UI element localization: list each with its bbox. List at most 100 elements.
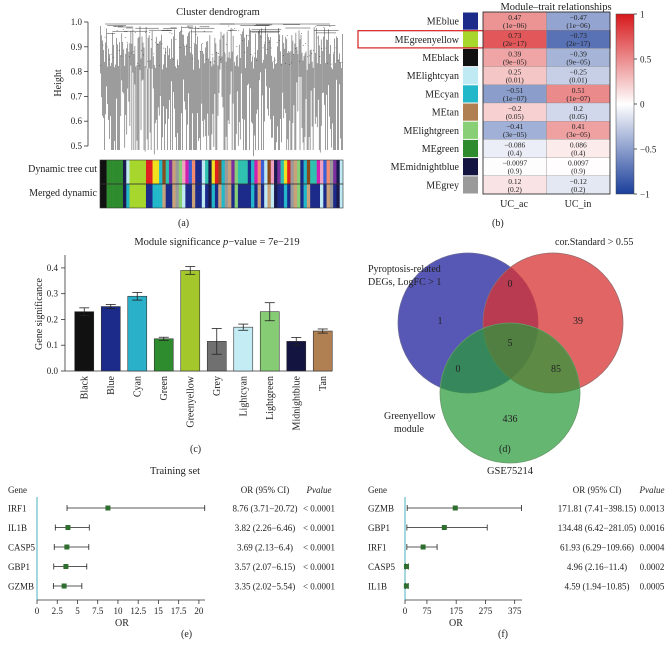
panel-a-merged-segment xyxy=(201,184,206,208)
panel-a-label: (a) xyxy=(178,218,189,229)
panel-b-cell-r: −0.25 xyxy=(570,68,588,77)
forest-point xyxy=(105,505,111,511)
panel-a-tree-cut-segment xyxy=(211,160,216,184)
panel-b-row-label: MEgreen xyxy=(422,144,459,155)
panel-a-ytick-label: 0.6 xyxy=(71,116,83,126)
panel-a-merged-segment xyxy=(145,184,150,208)
panel-c-ytick-label: 0.2 xyxy=(47,314,58,324)
panel-a-merged-segment xyxy=(306,184,311,208)
panel-b-module-swatch xyxy=(463,121,478,139)
forest-gene-label: GBP1 xyxy=(8,562,30,572)
panel-a-tree-cut-segment xyxy=(122,160,127,184)
forest-p-text: 0.0005 xyxy=(640,582,665,592)
panel-e-label: (e) xyxy=(181,629,192,640)
panel-c-xtick-label: Black xyxy=(79,376,90,399)
panel-a-merged-segment xyxy=(257,184,262,208)
panel-b-colorbar-tick-label: 0 xyxy=(640,100,645,110)
panel-a-tree-cut-segment xyxy=(198,160,203,184)
panel-b-cell-r: 0.41 xyxy=(572,122,585,131)
forest-p-text: 0.0004 xyxy=(640,543,665,553)
panel-b-module-swatch xyxy=(463,139,478,158)
venn-label-b: cor.Standard > 0.55 xyxy=(555,237,633,248)
panel-a-title: Cluster dendrogram xyxy=(176,7,260,18)
panel-b-cell-p: (9e−05) xyxy=(503,57,527,66)
panel-a-merged-segment xyxy=(237,184,242,208)
panel-b-cell-r: 0.0097 xyxy=(568,159,589,168)
panel-a-merged-segment xyxy=(336,184,341,208)
panel-b-cell-p: (1e−06) xyxy=(566,21,590,30)
panel-a-merged-segment xyxy=(326,184,331,208)
panel-a-merged-segment xyxy=(316,184,321,208)
panel-b-cell-r: 0.25 xyxy=(508,68,521,77)
panel-b-module-swatch xyxy=(463,103,478,121)
panel-b-cell-p: (0.9) xyxy=(508,167,523,176)
panel-e-xlabel: OR xyxy=(115,618,129,629)
panel-a-merged-segment xyxy=(175,184,180,208)
forest-gene-label: IL1B xyxy=(8,523,27,533)
panel-a-merged-segment xyxy=(244,184,249,208)
panel-a-tree-cut-segment xyxy=(205,160,209,184)
panel-a-tree-cut-segment xyxy=(155,160,160,184)
panel-a-tree-cut-segment xyxy=(129,160,134,184)
panel-e-rows: IRF1 8.76 (3.71−20.72) < 0.0001 IL1B 3.82 (2… xyxy=(8,504,335,592)
forest-p-text: 0.0016 xyxy=(640,523,665,533)
panel-a-merged-segment xyxy=(228,184,232,208)
panel-e-title: Training set xyxy=(150,466,200,477)
forest-point xyxy=(61,583,67,589)
panel-f-col-gene: Gene xyxy=(368,485,387,495)
panel-b-module-swatch xyxy=(463,176,478,194)
panel-b-cell-r: −0.47 xyxy=(570,13,588,22)
panel-a-tree-cut-segment xyxy=(257,160,262,184)
panel-a-merged-segment xyxy=(267,184,272,208)
forest-p-text: < 0.0001 xyxy=(303,523,335,533)
panel-a-tree-cut-segment xyxy=(201,160,206,184)
panel-a-merged-segment xyxy=(100,184,104,208)
panel-b-cell-r: −0.51 xyxy=(506,86,524,95)
panel-a-merged-segment xyxy=(280,184,285,208)
panel-a-tree-cut-segment xyxy=(306,160,311,184)
panel-a-merged-segment xyxy=(274,184,278,208)
panel-a-tree-cut-segment xyxy=(116,160,120,184)
panel-f-xticks: 0 75 175 275 375 xyxy=(403,600,522,616)
forest-point xyxy=(403,564,409,569)
panel-c-bar xyxy=(180,270,201,372)
panel-a-tree-cut-segment xyxy=(152,160,157,184)
panel-b-cell-r: 0.086 xyxy=(570,140,587,149)
panel-a-tree xyxy=(100,23,343,157)
panel-a-merged-segment xyxy=(149,184,153,208)
panel-c-xtick-label: Tan xyxy=(318,376,329,391)
forest-xtick-label: 275 xyxy=(479,606,493,616)
panel-a-tree-cut-segment xyxy=(214,160,219,184)
panel-a-merged-segment xyxy=(214,184,219,208)
forest-or-text: 4.59 (1.94−10.85) xyxy=(564,582,629,592)
panel-c-bar xyxy=(153,338,174,372)
panel-a-tree-cut-segment xyxy=(260,160,265,184)
venn-count-b-c: 85 xyxy=(551,364,561,375)
panel-a-merged-segment xyxy=(185,184,189,208)
panel-a-ytick-label: 1.0 xyxy=(71,17,83,27)
panel-b-cell-p: (9e−05) xyxy=(566,57,590,66)
forest-xtick-label: 10 xyxy=(113,606,123,616)
panel-a-merged-segment xyxy=(241,184,245,208)
forest-p-text: < 0.0001 xyxy=(303,582,335,592)
panel-a-merged-segment xyxy=(231,184,235,208)
panel-a-ytick-label: 0.8 xyxy=(71,67,83,77)
panel-b-cell-r: −0.41 xyxy=(506,122,524,131)
panel-c-ylabel: Gene significance xyxy=(34,277,45,349)
panel-a-strip-merged xyxy=(100,184,344,208)
panel-a-merged-segment xyxy=(293,184,298,208)
panel-a-merged-segment xyxy=(211,184,216,208)
panel-a-merged-segment xyxy=(247,184,252,208)
panel-f-forest: GSE75214 Gene OR (95% CI) Pvalue GZMB 171… xyxy=(368,466,665,640)
panel-b-cell-r: 0.2 xyxy=(574,104,584,113)
panel-a-tree-cut-segment xyxy=(132,160,137,184)
panel-f-xlabel: OR xyxy=(449,618,463,629)
panel-a-tree-cut-segment xyxy=(178,160,183,184)
panel-b-cell-r: −0.39 xyxy=(570,49,588,58)
panel-a-tree-cut-segment xyxy=(182,160,186,184)
forest-or-text: 4.96 (2.16−11.4) xyxy=(567,562,627,572)
panel-c-bars xyxy=(74,266,333,372)
forest-xtick-label: 0 xyxy=(403,606,408,616)
panel-b-cell-p: (1e−07) xyxy=(503,94,527,103)
panel-a-tree-cut-segment xyxy=(244,160,249,184)
